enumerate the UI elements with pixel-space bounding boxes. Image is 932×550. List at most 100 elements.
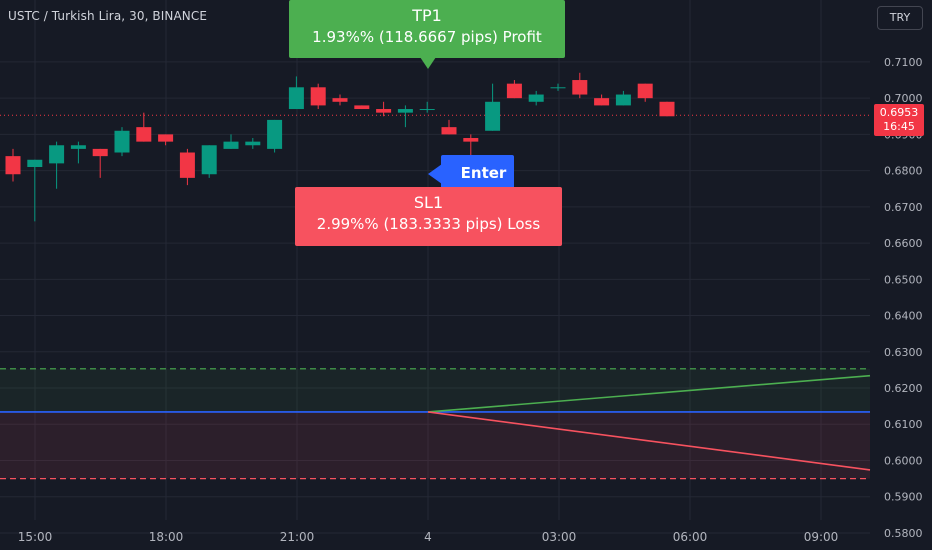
price-tick-label: 0.7000: [884, 92, 923, 105]
last-price-value: 0.6953: [879, 106, 919, 119]
loss-zone: [0, 411, 870, 479]
candle-body: [27, 159, 43, 167]
entry-pointer: [428, 164, 442, 184]
candle: [158, 134, 174, 146]
candle: [419, 101, 435, 113]
candle: [463, 134, 479, 157]
candle-body: [397, 109, 413, 113]
candle-body: [594, 98, 610, 106]
price-tick-label: 0.5800: [884, 527, 923, 540]
candle: [201, 145, 217, 178]
candle: [528, 90, 544, 106]
candle-body: [354, 105, 370, 110]
candle-body: [485, 101, 501, 131]
candle: [376, 101, 392, 117]
time-tick-label: 21:00: [280, 530, 315, 544]
price-tick-label: 0.6700: [884, 201, 923, 214]
candle: [179, 148, 195, 186]
take-profit-pointer: [420, 57, 436, 69]
price-tick-label: 0.5900: [884, 491, 923, 504]
candle: [310, 83, 326, 110]
candle-body: [332, 98, 348, 102]
candle: [572, 72, 588, 99]
currency-button[interactable]: TRY: [877, 6, 923, 30]
stop-loss-detail: 2.99%% (183.3333 pips) Loss: [316, 215, 541, 233]
candle-body: [659, 101, 675, 117]
candle: [49, 141, 65, 189]
profit-projection-line: [427, 374, 871, 413]
candle: [615, 90, 631, 106]
candle-body: [179, 152, 195, 178]
candlestick-series: [5, 72, 675, 222]
stop-loss-callout: SL1 2.99%% (183.3333 pips) Loss: [295, 187, 562, 246]
candle: [114, 127, 130, 157]
time-tick-label: 06:00: [673, 530, 708, 544]
loss-projection-line: [427, 411, 871, 471]
candle-body: [158, 134, 174, 142]
price-tick-label: 0.6600: [884, 237, 923, 250]
candle: [637, 83, 653, 102]
candle: [485, 83, 501, 131]
price-axis: 0.71000.70000.69000.68000.67000.66000.65…: [884, 56, 923, 540]
price-tick-label: 0.6000: [884, 454, 923, 467]
take-profit-callout: TP1 1.93%% (118.6667 pips) Profit: [289, 0, 565, 58]
candle-body: [310, 87, 326, 106]
candle-body: [550, 87, 566, 89]
time-tick-label: 09:00: [804, 530, 839, 544]
candle-body: [201, 145, 217, 175]
time-tick-label: 03:00: [542, 530, 577, 544]
price-tick-label: 0.7100: [884, 56, 923, 69]
candle: [223, 134, 239, 149]
candle-body: [419, 109, 435, 111]
time-axis: 15:00 18:00 21:00 4 03:00 06:00 09:00: [18, 530, 839, 544]
candle-body: [528, 94, 544, 102]
candle-body: [267, 119, 283, 149]
candle-body: [49, 145, 65, 164]
candle-body: [376, 109, 392, 113]
candle-body: [92, 148, 108, 157]
stop-loss-title: SL1: [413, 193, 444, 212]
candle: [332, 94, 348, 106]
candle: [27, 159, 43, 222]
entry-label: Enter: [441, 155, 514, 192]
candle-body: [136, 127, 152, 142]
candle: [354, 105, 370, 110]
price-tick-label: 0.6400: [884, 310, 923, 323]
candle-body: [114, 130, 130, 153]
candle-body: [5, 156, 21, 175]
candle-body: [245, 141, 261, 146]
time-tick-label: 4: [424, 530, 432, 544]
candle-body: [463, 138, 479, 142]
candle: [506, 80, 522, 99]
candle-body: [223, 141, 239, 149]
last-price-badge: 0.6953 16:45: [874, 104, 924, 136]
take-profit-detail: 1.93%% (118.6667 pips) Profit: [312, 28, 542, 46]
price-tick-label: 0.6100: [884, 418, 923, 431]
candle: [594, 94, 610, 106]
candle: [659, 101, 675, 117]
candle: [550, 83, 566, 91]
profit-zone: [0, 368, 870, 412]
time-tick-label: 18:00: [149, 530, 184, 544]
candle: [92, 148, 108, 178]
candle-body: [70, 145, 86, 149]
price-tick-label: 0.6200: [884, 382, 923, 395]
position-zones: [0, 114, 871, 480]
candle-body: [506, 83, 522, 99]
price-tick-label: 0.6500: [884, 273, 923, 286]
candle: [397, 105, 413, 128]
candle: [5, 148, 21, 182]
candle-body: [441, 127, 457, 135]
bar-countdown: 16:45: [883, 120, 915, 133]
time-tick-label: 15:00: [18, 530, 53, 544]
candle: [136, 112, 152, 142]
candle: [288, 76, 304, 110]
candle-body: [615, 94, 631, 106]
price-tick-label: 0.6300: [884, 346, 923, 359]
candle: [70, 141, 86, 164]
candle-body: [572, 80, 588, 95]
candle: [267, 119, 283, 153]
candle-body: [288, 87, 304, 110]
take-profit-title: TP1: [412, 6, 442, 25]
